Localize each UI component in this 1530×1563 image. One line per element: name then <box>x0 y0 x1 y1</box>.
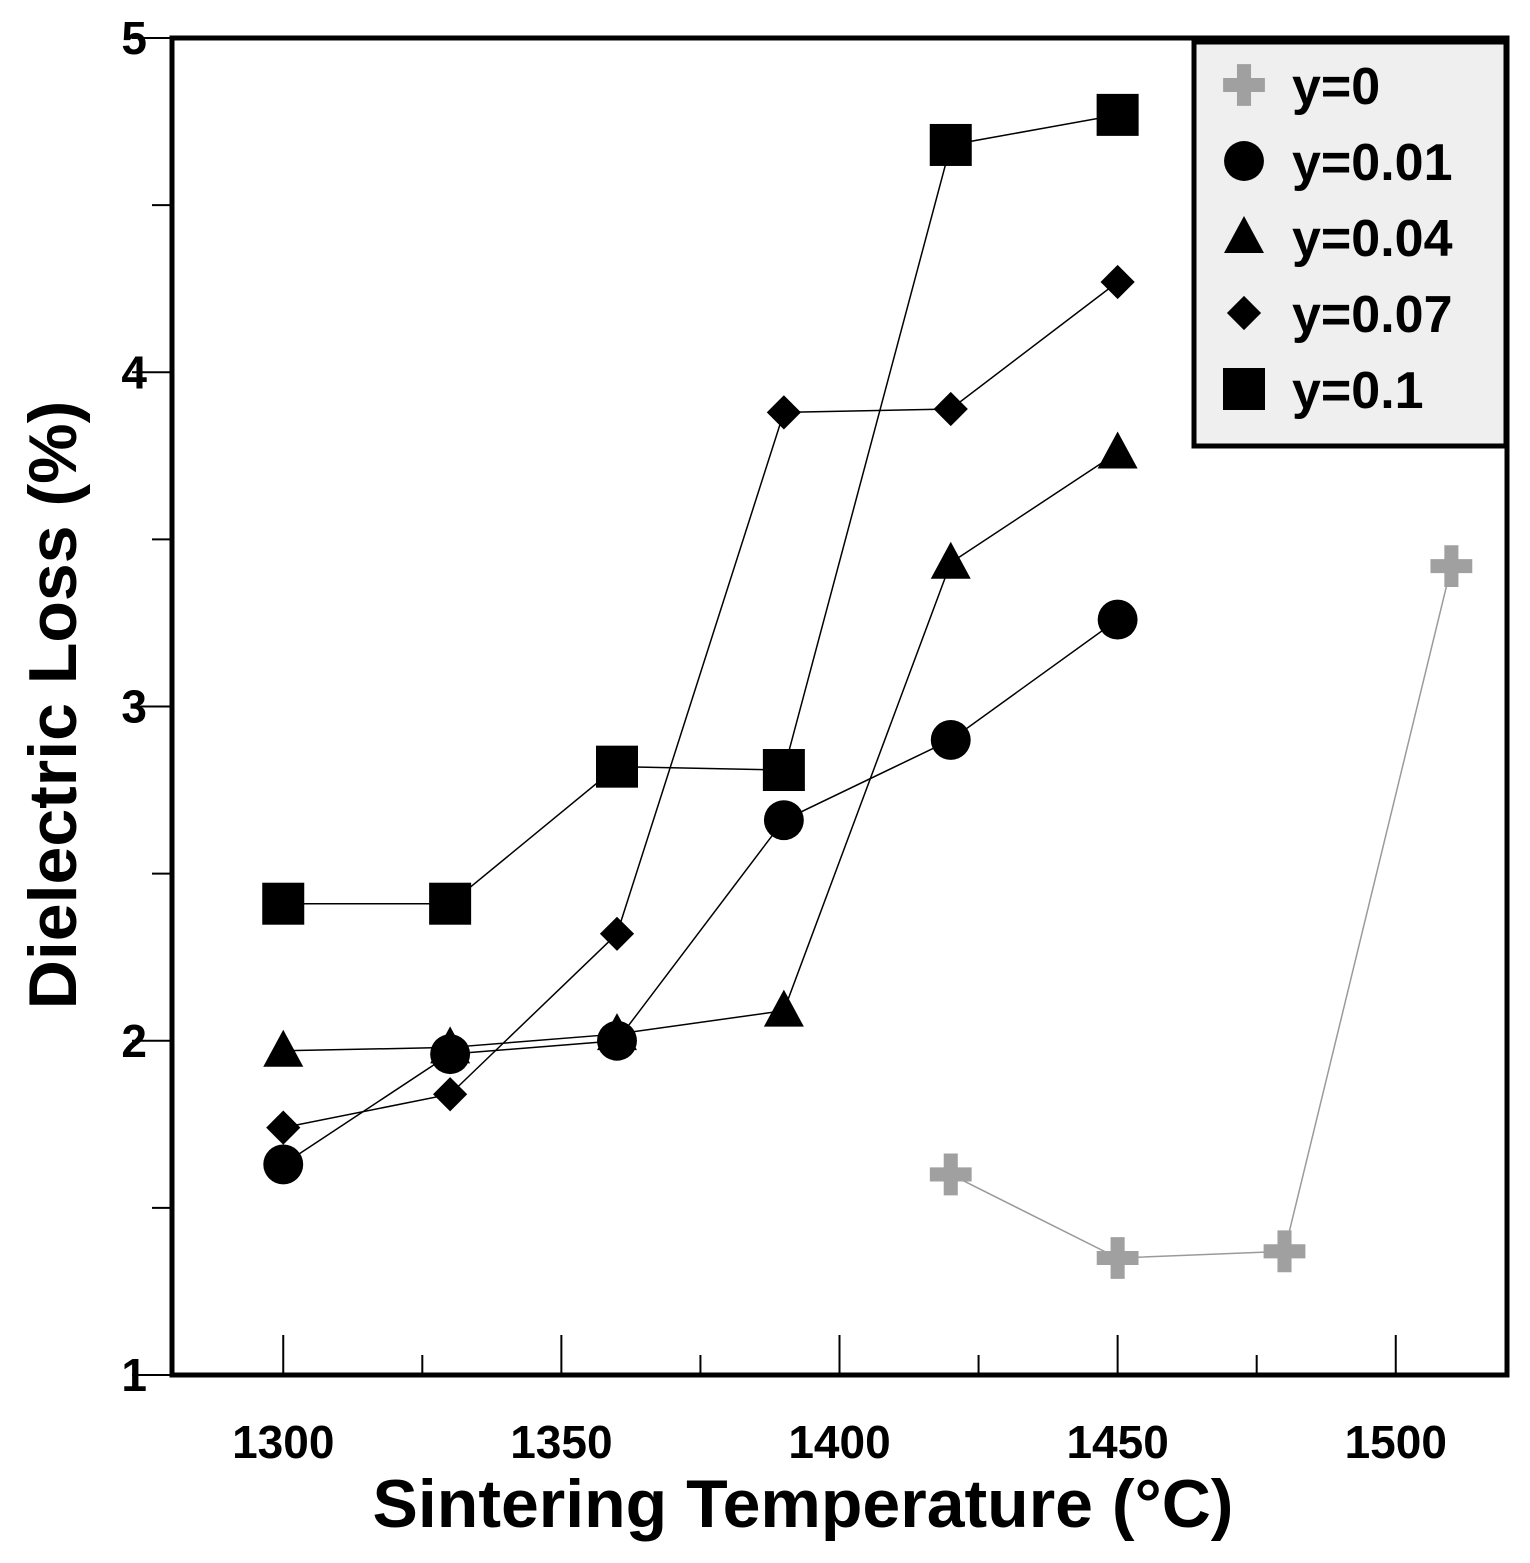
data-point-diamond <box>266 1110 301 1145</box>
x-tick-label: 1400 <box>788 1416 890 1468</box>
data-point-plus <box>1263 1230 1306 1273</box>
legend-marker-plus <box>1223 64 1265 106</box>
legend-entry: y=0.07 <box>1226 286 1453 344</box>
data-series <box>262 93 1473 1279</box>
series-line <box>950 565 1453 1259</box>
data-point-square <box>929 123 972 166</box>
x-tick-label: 1350 <box>510 1416 612 1468</box>
series-line <box>283 451 1119 1052</box>
series-y-0-1 <box>262 93 1139 925</box>
legend-entry: y=0 <box>1223 58 1380 116</box>
data-point-diamond <box>433 1077 468 1112</box>
data-point-triangle <box>430 1026 471 1064</box>
legend-entry: y=0.01 <box>1224 134 1453 192</box>
x-axis-title: Sintering Temperature (°C) <box>373 1466 1234 1542</box>
data-point-square <box>262 882 305 925</box>
series-line <box>283 114 1118 905</box>
y-axis-title: Dielectric Loss (%) <box>15 401 91 1009</box>
legend-marker-square <box>1223 368 1265 410</box>
data-point-plus <box>1430 545 1473 588</box>
x-tick-label: 1500 <box>1345 1416 1447 1468</box>
data-point-triangle <box>263 1029 304 1067</box>
data-point-plus <box>929 1153 972 1196</box>
series-y-0-04 <box>263 431 1138 1067</box>
legend-marker-circle <box>1224 141 1264 181</box>
y-tick-label: 1 <box>121 1349 147 1401</box>
data-point-circle <box>930 719 971 760</box>
axis-tick-labels: 1300 1350 1400 1450 1500 1 2 3 4 5 <box>121 12 1447 1468</box>
legend-label: y=0.07 <box>1292 286 1453 344</box>
series-y-0-07 <box>266 264 1135 1145</box>
data-point-diamond <box>1100 264 1135 300</box>
legend-entry: y=0.04 <box>1224 210 1453 268</box>
data-point-triangle <box>597 1013 637 1051</box>
legend: y=0 y=0.01 y=0.04 y=0.07 y=0.1 <box>1191 39 1509 449</box>
data-point-triangle <box>930 541 971 579</box>
legend-label: y=0.1 <box>1292 362 1424 420</box>
data-point-triangle <box>1097 431 1138 469</box>
legend-entry: y=0.1 <box>1223 362 1424 420</box>
data-point-diamond <box>766 395 801 430</box>
data-point-circle <box>1097 599 1138 640</box>
x-tick-label: 1300 <box>232 1416 334 1468</box>
data-point-circle <box>763 800 804 841</box>
y-tick-label: 4 <box>121 346 147 398</box>
y-tick-label: 2 <box>121 1015 147 1067</box>
legend-label: y=0.01 <box>1292 134 1453 192</box>
data-point-diamond <box>933 391 968 427</box>
data-point-square <box>762 749 805 792</box>
data-point-plus <box>1096 1237 1139 1279</box>
data-point-triangle <box>763 989 804 1027</box>
legend-marker-triangle <box>1224 216 1264 253</box>
series-y-0-01 <box>263 599 1138 1185</box>
series-y-0 <box>929 545 1473 1279</box>
data-point-square <box>596 745 638 788</box>
axis-ticks <box>132 37 1397 1376</box>
series-line <box>282 618 1119 1166</box>
data-point-square <box>429 882 472 925</box>
legend-marker-diamond <box>1226 295 1262 331</box>
data-point-diamond <box>599 916 635 951</box>
data-point-square <box>1096 93 1139 136</box>
y-tick-label: 3 <box>121 681 147 733</box>
data-point-circle <box>263 1144 304 1185</box>
y-tick-label: 5 <box>121 12 147 64</box>
legend-label: y=0.04 <box>1292 210 1453 268</box>
legend-label: y=0 <box>1292 58 1380 116</box>
x-tick-label: 1450 <box>1066 1416 1168 1468</box>
plot-area-frame <box>169 35 1510 1378</box>
series-line <box>283 281 1119 1129</box>
